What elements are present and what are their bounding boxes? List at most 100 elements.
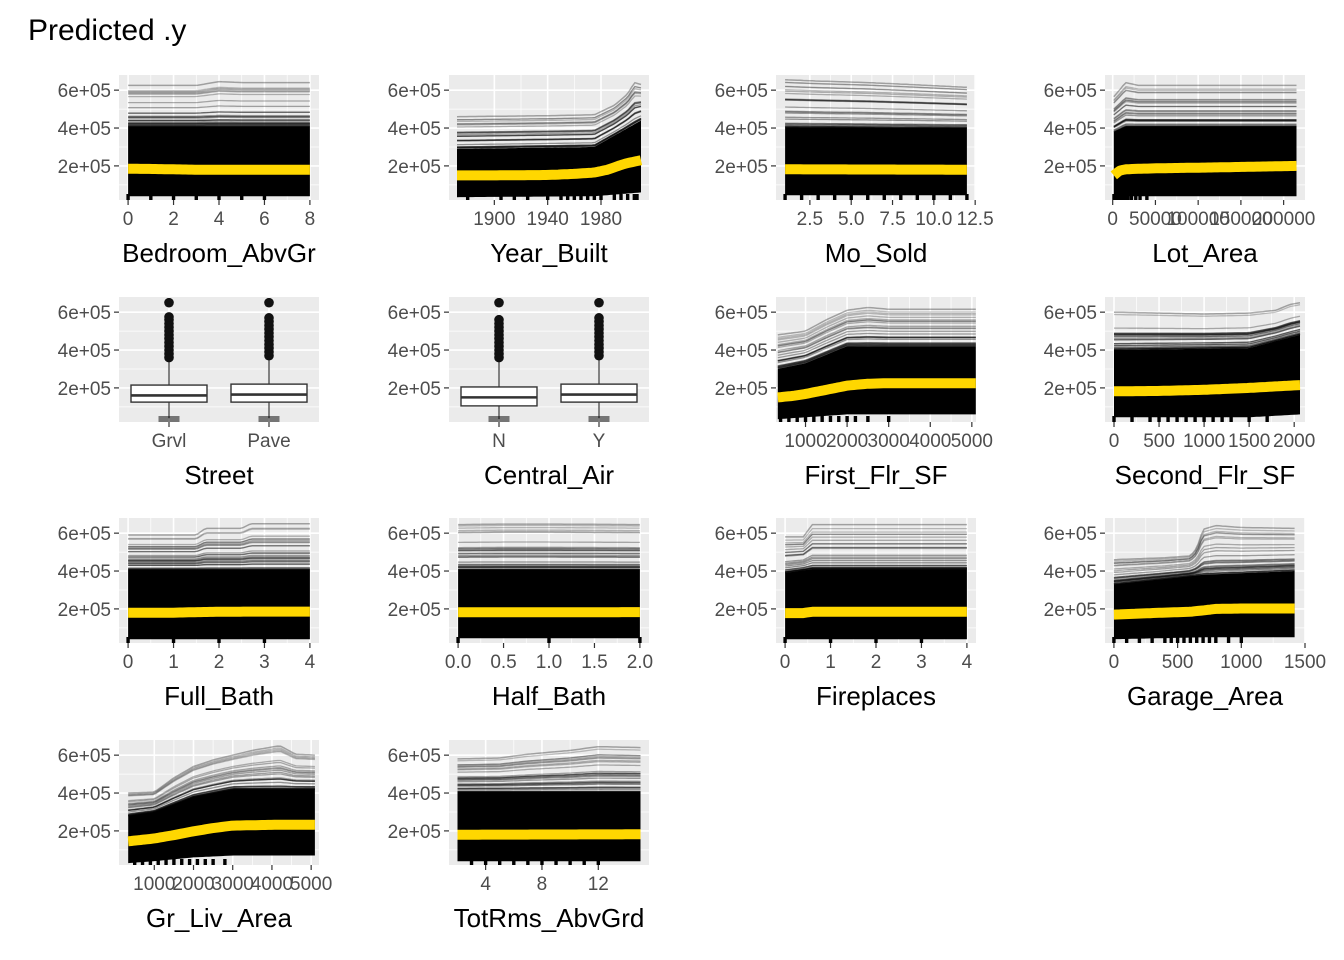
ice-line bbox=[456, 115, 642, 146]
x-tick-label: 4 bbox=[214, 209, 225, 230]
ice-line bbox=[457, 105, 642, 137]
ice-line bbox=[777, 343, 976, 369]
ice-line bbox=[457, 101, 642, 133]
x-tick-label: 1 bbox=[168, 652, 179, 673]
x-tick-label: 1000 bbox=[784, 431, 826, 452]
ice-line bbox=[785, 546, 967, 557]
y-tick-label: 4e+05 bbox=[715, 562, 768, 583]
ice-line bbox=[1113, 543, 1295, 570]
ice-line bbox=[777, 326, 976, 353]
y-tick-label: 2e+05 bbox=[715, 600, 768, 621]
ice-line bbox=[785, 85, 967, 94]
boxplot-pave bbox=[230, 297, 308, 422]
ice-line bbox=[128, 773, 315, 809]
x-tick-label: 2.5 bbox=[797, 209, 823, 230]
x-axis-title: Half_Bath bbox=[492, 681, 606, 711]
ice-dense-band bbox=[785, 569, 967, 640]
x-tick-label: 0 bbox=[1109, 431, 1120, 452]
outlier-point bbox=[494, 297, 504, 308]
ice-line bbox=[1114, 328, 1301, 345]
pdp-line bbox=[1111, 603, 1297, 620]
ice-line bbox=[457, 786, 641, 790]
ice-line bbox=[1113, 554, 1295, 576]
x-tick-label: 1000 bbox=[1183, 431, 1225, 452]
ice-line bbox=[1113, 119, 1297, 128]
ice-line bbox=[785, 125, 967, 129]
ice-line bbox=[777, 324, 976, 352]
x-axis-title: Second_Flr_SF bbox=[1115, 460, 1296, 490]
ice-line bbox=[128, 538, 310, 548]
ice-line bbox=[457, 88, 642, 123]
x-tick-label: Pave bbox=[247, 431, 290, 452]
x-tick-label: 2000 bbox=[1273, 431, 1315, 452]
ice-line bbox=[128, 552, 310, 558]
y-tick-label: 6e+05 bbox=[58, 303, 111, 324]
ice-line bbox=[785, 125, 967, 129]
figure-title: Predicted .y bbox=[28, 14, 186, 47]
ice-lines bbox=[458, 523, 640, 639]
ice-line bbox=[1114, 333, 1301, 350]
ice-line bbox=[128, 115, 310, 118]
ice-line bbox=[128, 788, 315, 817]
ice-line bbox=[1113, 565, 1295, 582]
ice-line bbox=[128, 86, 310, 92]
ice-line bbox=[785, 543, 967, 553]
y-tick-label: 4e+05 bbox=[58, 119, 111, 140]
ice-line bbox=[128, 556, 310, 561]
ice-line bbox=[457, 118, 642, 149]
outlier-point bbox=[594, 297, 604, 308]
ice-line bbox=[128, 115, 310, 118]
ice-line bbox=[1114, 325, 1301, 341]
rug-marks bbox=[783, 194, 969, 200]
ice-line bbox=[777, 327, 976, 354]
ice-line bbox=[1113, 559, 1295, 579]
ice-line bbox=[1113, 89, 1297, 104]
ice-line bbox=[457, 787, 641, 790]
ice-line bbox=[1113, 125, 1297, 133]
y-tick-label: 4e+05 bbox=[1044, 562, 1097, 583]
x-tick-label: 12.5 bbox=[957, 209, 994, 230]
ice-lines bbox=[128, 80, 310, 197]
y-tick-label: 6e+05 bbox=[58, 524, 111, 545]
panel-half_bath: 2e+05 4e+05 6e+05 0.0 0.5 1.0 1.5 2.0 Half_Bath bbox=[388, 518, 653, 711]
y-tick-label: 2e+05 bbox=[388, 822, 441, 843]
ice-line bbox=[128, 554, 310, 560]
ice-line bbox=[1113, 97, 1297, 110]
ice-line bbox=[457, 85, 642, 121]
panel-street: 2e+05 4e+05 6e+05 Grvl Pave Street bbox=[58, 297, 319, 490]
ice-line bbox=[457, 780, 641, 785]
ice-line bbox=[777, 309, 976, 338]
y-tick-label: 6e+05 bbox=[58, 746, 111, 767]
ice-line bbox=[1113, 564, 1295, 582]
rug-marks bbox=[456, 637, 642, 643]
x-tick-label: 2 bbox=[871, 652, 882, 673]
ice-line bbox=[1114, 315, 1301, 330]
y-tick-label: 6e+05 bbox=[1044, 524, 1097, 545]
ice-dense-band bbox=[1113, 126, 1297, 199]
x-axis-title: Central_Air bbox=[484, 460, 614, 490]
ice-line bbox=[785, 568, 967, 574]
y-tick-label: 2e+05 bbox=[388, 379, 441, 400]
ice-line bbox=[128, 105, 310, 109]
x-tick-label: 7.5 bbox=[879, 209, 905, 230]
y-tick-label: 6e+05 bbox=[715, 81, 768, 102]
ice-line bbox=[128, 540, 310, 549]
x-tick-label: 1900 bbox=[473, 209, 515, 230]
rug-marks bbox=[132, 859, 227, 865]
y-tick-label: 2e+05 bbox=[388, 157, 441, 178]
ice-line bbox=[128, 563, 310, 567]
ice-line bbox=[777, 317, 976, 346]
ice-line bbox=[1113, 123, 1297, 131]
panels-grid: 2e+05 4e+05 6e+05 0 2 4 6 8 Bedroom_AbvGr 2e+05 4e… bbox=[58, 75, 1326, 933]
ice-line bbox=[1113, 564, 1295, 582]
ice-line bbox=[128, 778, 315, 812]
plot-area bbox=[783, 78, 969, 200]
ice-line-max bbox=[128, 522, 310, 536]
ice-line bbox=[1114, 333, 1301, 350]
ice-line bbox=[1114, 321, 1301, 336]
box-iqr bbox=[130, 384, 208, 403]
ice-line bbox=[128, 545, 310, 553]
ice-line bbox=[1113, 125, 1297, 133]
ice-line bbox=[128, 538, 310, 548]
ice-lines bbox=[1113, 81, 1297, 199]
